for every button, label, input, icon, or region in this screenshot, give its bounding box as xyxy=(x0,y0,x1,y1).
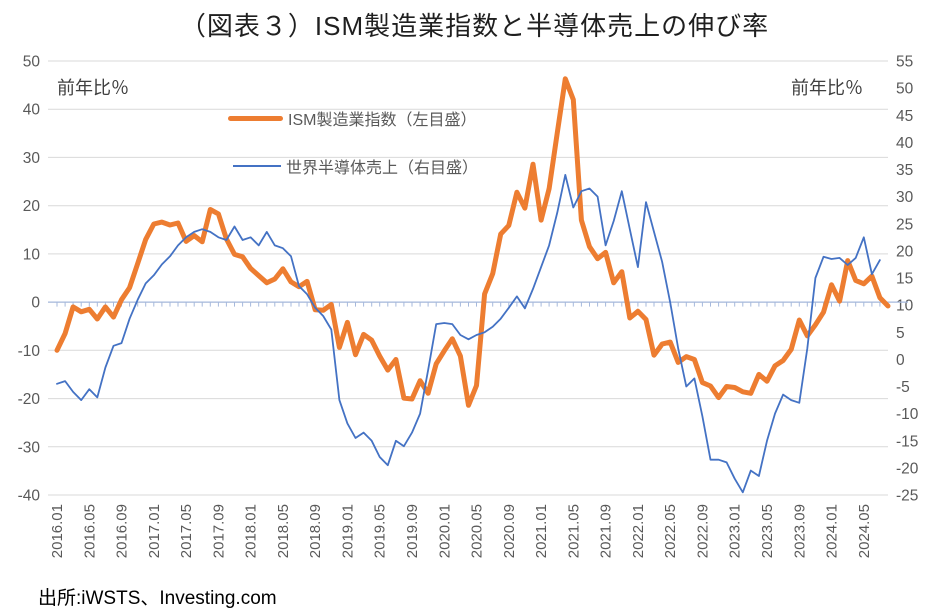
svg-text:-40: -40 xyxy=(18,488,41,505)
svg-text:2020.05: 2020.05 xyxy=(469,504,486,558)
svg-text:35: 35 xyxy=(896,162,913,179)
svg-text:20: 20 xyxy=(896,243,914,260)
left-axis-unit-label: 前年比％ xyxy=(57,78,129,98)
svg-text:20: 20 xyxy=(23,198,41,215)
svg-text:-20: -20 xyxy=(896,460,919,477)
svg-text:-5: -5 xyxy=(896,379,910,396)
svg-text:2016.05: 2016.05 xyxy=(81,504,98,558)
chart-title: （図表３）ISM製造業指数と半導体売上の伸び率 xyxy=(179,11,770,41)
svg-text:25: 25 xyxy=(896,216,913,233)
svg-text:-10: -10 xyxy=(18,343,41,360)
svg-text:2017.05: 2017.05 xyxy=(178,504,195,558)
svg-text:2018.01: 2018.01 xyxy=(243,504,260,558)
svg-text:2018.09: 2018.09 xyxy=(307,504,324,558)
svg-text:2022.09: 2022.09 xyxy=(694,504,711,558)
svg-text:2017.09: 2017.09 xyxy=(210,504,227,558)
svg-text:2020.01: 2020.01 xyxy=(436,504,453,558)
svg-text:30: 30 xyxy=(23,150,41,167)
svg-text:2023.05: 2023.05 xyxy=(759,504,776,558)
x-axis-tick-labels: 2016.01 2016.05 2016.09 2017.01 2017.05 2017.… xyxy=(49,504,873,558)
ism-line-swatch-icon xyxy=(228,115,283,121)
svg-text:40: 40 xyxy=(23,102,41,119)
svg-text:2023.09: 2023.09 xyxy=(791,504,808,558)
legend-item-ism: ISM製造業指数（左目盛） xyxy=(228,106,476,130)
svg-text:10: 10 xyxy=(23,246,41,263)
svg-text:30: 30 xyxy=(896,189,914,206)
svg-text:2020.09: 2020.09 xyxy=(501,504,518,558)
svg-text:50: 50 xyxy=(896,81,914,98)
svg-text:-25: -25 xyxy=(896,488,918,505)
svg-text:2021.01: 2021.01 xyxy=(533,504,550,558)
svg-text:10: 10 xyxy=(896,298,914,315)
ism-series-line xyxy=(54,76,891,408)
category-axis-line xyxy=(48,301,908,307)
semiconductor-line-swatch-icon xyxy=(233,164,281,168)
source-note: 出所:iWSTS、Investing.com xyxy=(38,588,277,609)
svg-text:2024.05: 2024.05 xyxy=(856,504,873,558)
svg-text:2021.05: 2021.05 xyxy=(565,504,582,558)
svg-text:45: 45 xyxy=(896,108,913,125)
svg-text:2022.01: 2022.01 xyxy=(630,504,647,558)
svg-text:2022.05: 2022.05 xyxy=(662,504,679,558)
svg-text:2018.05: 2018.05 xyxy=(275,504,292,558)
right-axis-unit-label: 前年比％ xyxy=(791,78,863,98)
svg-text:40: 40 xyxy=(896,135,914,152)
svg-text:2016.09: 2016.09 xyxy=(114,504,131,558)
svg-text:-20: -20 xyxy=(18,391,41,408)
svg-text:2019.01: 2019.01 xyxy=(339,504,356,558)
svg-text:50: 50 xyxy=(23,54,41,71)
svg-text:55: 55 xyxy=(896,54,913,71)
svg-text:-15: -15 xyxy=(896,433,918,450)
svg-text:2021.09: 2021.09 xyxy=(598,504,615,558)
svg-text:0: 0 xyxy=(31,295,40,312)
svg-text:-10: -10 xyxy=(896,406,919,423)
svg-text:2023.01: 2023.01 xyxy=(727,504,744,558)
legend-item-semiconductor: 世界半導体売上（右目盛） xyxy=(233,154,478,178)
svg-text:-30: -30 xyxy=(18,439,41,456)
semiconductor-series-line xyxy=(56,173,881,494)
svg-text:2019.09: 2019.09 xyxy=(404,504,421,558)
svg-text:2016.01: 2016.01 xyxy=(49,504,66,558)
svg-text:0: 0 xyxy=(896,352,905,369)
legend-label-ism: ISM製造業指数（左目盛） xyxy=(288,112,477,129)
svg-text:2019.05: 2019.05 xyxy=(372,504,389,558)
svg-text:2024.01: 2024.01 xyxy=(824,504,841,558)
svg-text:15: 15 xyxy=(896,271,913,288)
legend-label-semiconductor: 世界半導体売上（右目盛） xyxy=(286,160,479,177)
svg-text:2017.01: 2017.01 xyxy=(146,504,163,558)
svg-text:5: 5 xyxy=(896,325,905,342)
left-axis-tick-labels: 50 40 30 20 10 0 -10 -20 -30 -40 xyxy=(18,54,41,505)
